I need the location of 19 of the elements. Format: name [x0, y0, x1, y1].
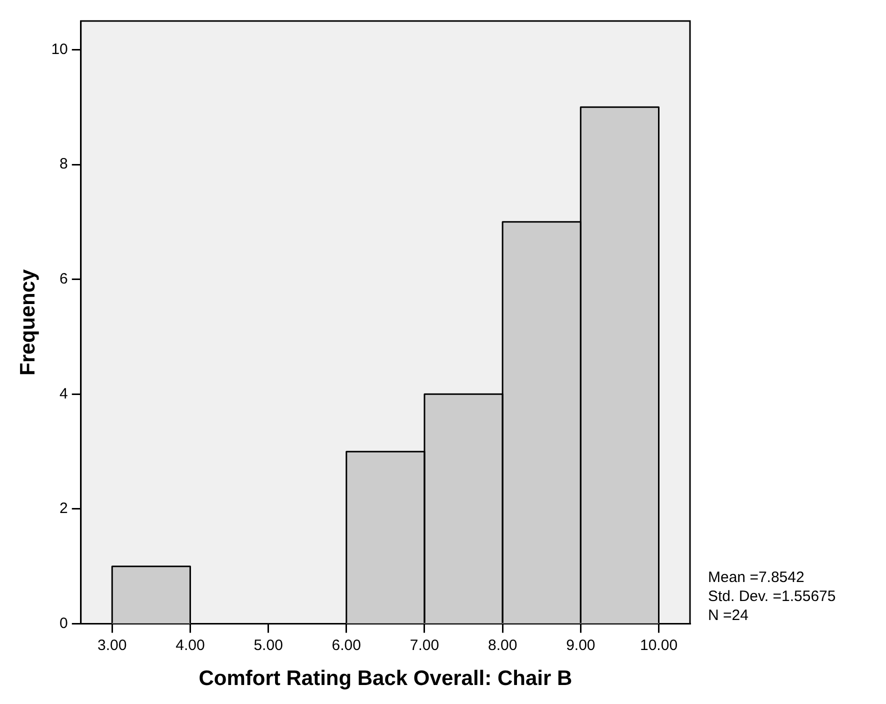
x-tick-label: 7.00 [410, 636, 440, 654]
text: Std. Dev. =1.55675 [708, 587, 836, 606]
y-tick-label: 8 [60, 156, 68, 173]
x-tick-label: 5.00 [254, 636, 283, 654]
text: N =24 [708, 606, 750, 625]
y-tick-label: 2 [60, 500, 68, 518]
x-tick-label: 8.00 [488, 636, 518, 654]
x-tick-label: 10.00 [640, 636, 678, 654]
x-tick-label: 6.00 [332, 636, 361, 654]
x-tick-label: 9.00 [566, 636, 596, 654]
x-tick-label: 4.00 [176, 636, 205, 654]
x-axis-title: Comfort Rating Back Overall: Chair B [198, 667, 572, 690]
y-tick-label: 0 [60, 614, 68, 632]
text: Mean =7.8542 [708, 568, 806, 587]
x-tick-label: 3.00 [98, 636, 127, 654]
y-axis-title: Frequency [16, 268, 40, 376]
y-tick-label: 6 [60, 270, 68, 288]
y-tick-label: 10 [51, 40, 68, 58]
y-tick-label: 4 [60, 385, 68, 402]
